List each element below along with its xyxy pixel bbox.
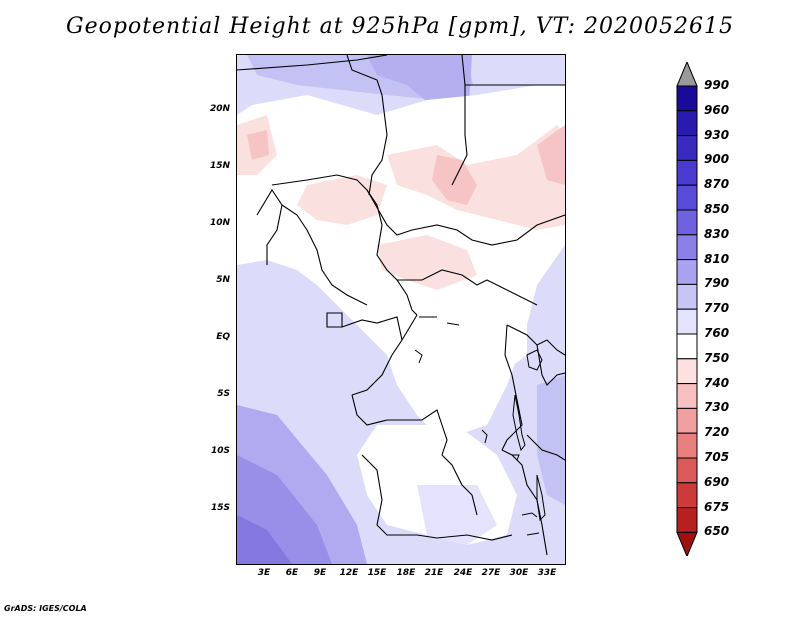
colorbar-cell: [676, 358, 698, 385]
lat-label: 15N: [209, 161, 230, 171]
colorbar-label: 830: [704, 226, 730, 241]
colorbar-label: 650: [704, 524, 730, 539]
colorbar-label: 810: [704, 251, 730, 266]
credit-text: GrADS: IGES/COLA: [4, 604, 87, 613]
lat-label: 5N: [216, 275, 230, 285]
colorbar-label: 900: [704, 152, 730, 167]
colorbar-cell: [676, 432, 698, 459]
lon-label: 15E: [367, 568, 387, 578]
lat-label: 20N: [209, 104, 230, 114]
colorbar-cell: [676, 209, 698, 236]
colorbar-cell: [676, 482, 698, 509]
lon-label: 21E: [424, 568, 444, 578]
colorbar-cell: [676, 159, 698, 186]
lon-label: 30E: [509, 568, 529, 578]
lat-label: EQ: [216, 332, 230, 342]
lon-label: 12E: [339, 568, 359, 578]
colorbar-label: 750: [704, 350, 730, 365]
lat-label: 10N: [209, 218, 230, 228]
colorbar-top-triangle: [676, 60, 698, 87]
colorbar-label: 930: [704, 127, 730, 142]
colorbar-label: 790: [704, 276, 730, 291]
colorbar-cell: [676, 135, 698, 161]
colorbar-cell: [676, 110, 698, 137]
colorbar: [676, 60, 698, 558]
colorbar-cell: [676, 85, 698, 112]
colorbar-label: 770: [704, 301, 730, 316]
colorbar-label: 675: [704, 499, 730, 514]
colorbar-label: 690: [704, 474, 730, 489]
lon-label: 33E: [537, 568, 557, 578]
colorbar-label: 960: [704, 102, 730, 117]
colorbar-label: 990: [704, 78, 730, 92]
colorbar-label: 730: [704, 400, 730, 415]
colorbar-cell: [676, 457, 698, 484]
colorbar-label: 870: [704, 177, 730, 192]
colorbar-cell: [676, 184, 698, 211]
colorbar-cell: [676, 407, 698, 434]
lon-label: 9E: [313, 568, 327, 578]
geopotential-field: [237, 55, 565, 564]
colorbar-cell: [676, 259, 698, 285]
colorbar-label: 705: [704, 450, 730, 464]
colorbar-cell: [676, 333, 698, 360]
colorbar-cell: [676, 383, 698, 409]
lon-label: 3E: [257, 568, 271, 578]
colorbar-cell: [676, 283, 698, 310]
colorbar-label: 760: [704, 326, 730, 340]
colorbar-bottom-triangle: [676, 531, 698, 558]
lat-label: 10S: [210, 446, 230, 456]
colorbar-label: 850: [704, 202, 730, 216]
lon-label: 18E: [396, 568, 416, 578]
lon-label: 27E: [481, 568, 501, 578]
lat-label: 5S: [217, 389, 230, 399]
colorbar-graphic: [676, 60, 698, 558]
colorbar-cell: [676, 308, 698, 335]
colorbar-label: 740: [704, 375, 730, 390]
lon-label: 6E: [285, 568, 299, 578]
colorbar-cell: [676, 507, 698, 533]
colorbar-label: 720: [704, 425, 730, 440]
map-title: Geopotential Height at 925hPa [gpm], VT:…: [66, 14, 734, 39]
colorbar-cell: [676, 234, 698, 261]
lat-label: 15S: [210, 503, 230, 513]
map-panel: [236, 54, 566, 565]
lon-label: 24E: [453, 568, 473, 578]
